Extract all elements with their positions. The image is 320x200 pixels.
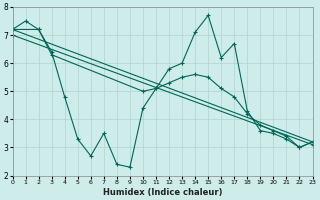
X-axis label: Humidex (Indice chaleur): Humidex (Indice chaleur) xyxy=(103,188,222,197)
